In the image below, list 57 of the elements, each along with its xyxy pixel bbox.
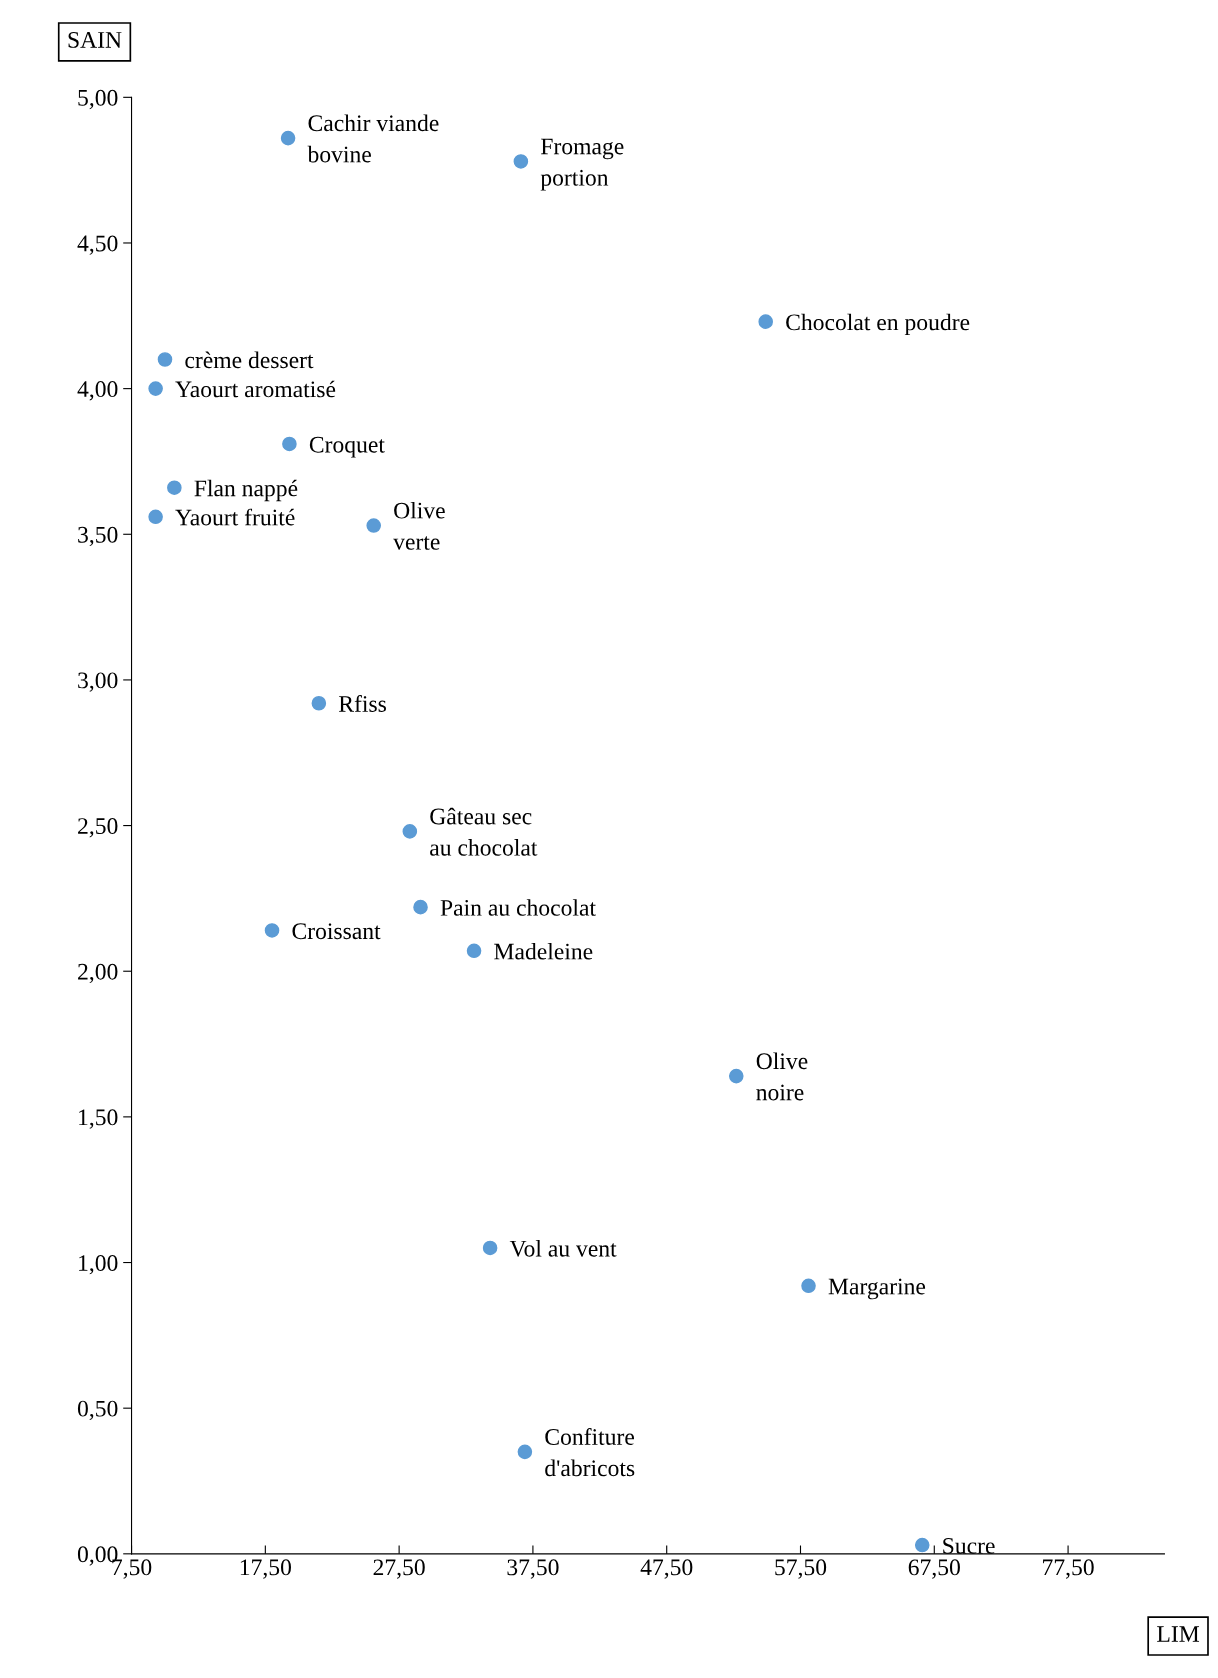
point <box>413 899 428 915</box>
point <box>311 695 327 711</box>
y-tick-label: 5,00 <box>78 89 118 110</box>
x-axis-title: LIM <box>1157 1626 1200 1642</box>
point <box>758 314 773 329</box>
annotation: Vol au vent <box>509 1240 617 1257</box>
annotation: Fromage portion <box>540 138 624 191</box>
annotation: Yaourt aromatisé <box>175 380 336 398</box>
annotation: Confiture d'abricots <box>545 1428 635 1477</box>
point <box>513 154 529 169</box>
point <box>148 509 163 525</box>
point <box>728 1068 744 1084</box>
annotation: Rfiss <box>338 695 386 712</box>
point <box>157 352 173 367</box>
annotation: crème dessert <box>185 351 314 369</box>
x-tick-label: 47,50 <box>640 1559 693 1579</box>
point <box>914 1537 930 1553</box>
annotation: Olive verte <box>393 501 445 550</box>
x-tick-label: 67,50 <box>908 1559 960 1579</box>
y-tick-label: 1,50 <box>79 1109 118 1129</box>
y-tick-label: 2,50 <box>78 818 118 838</box>
annotation: Olive noire <box>756 1052 808 1101</box>
y-tick-label: 3,00 <box>78 672 118 692</box>
point <box>801 1278 816 1294</box>
annotation: Gâteau sec au chocolat <box>430 807 538 856</box>
annotation: Croissant <box>292 923 381 940</box>
annotation: Madeleine <box>494 942 593 960</box>
annotation: Cachir viande bovine <box>307 114 439 163</box>
x-tick-label: 37,50 <box>507 1559 559 1579</box>
y-axis-title: SAIN <box>68 31 122 48</box>
point <box>280 130 296 146</box>
point <box>264 923 280 938</box>
point <box>466 943 482 959</box>
x-tick-label: 77,50 <box>1043 1559 1094 1579</box>
point <box>517 1444 533 1460</box>
y-tick-label: 1,00 <box>79 1255 118 1275</box>
x-tick-label: 57,50 <box>775 1559 827 1579</box>
point <box>482 1240 498 1256</box>
point <box>148 381 163 396</box>
y-tick-label: 4,50 <box>77 235 118 255</box>
y-tick-label: 2,00 <box>78 963 118 984</box>
annotation: Croquet <box>309 436 385 458</box>
x-tick-label: 17,50 <box>240 1559 291 1579</box>
point <box>402 824 418 839</box>
annotation: Margarine <box>828 1278 926 1300</box>
annotation: Sucre <box>943 1537 995 1554</box>
y-tick-label: 4,00 <box>77 381 118 401</box>
point <box>167 480 182 495</box>
x-tick-label: 27,50 <box>373 1559 425 1579</box>
y-tick-label: 3,50 <box>78 526 118 547</box>
annotation: Yaourt fruité <box>175 508 295 526</box>
y-tick-label: 0,50 <box>77 1400 118 1420</box>
annotation: Flan nappé <box>194 479 298 502</box>
point <box>282 436 297 452</box>
annotation: Chocolat en poudre <box>786 313 970 336</box>
annotation: Pain au chocolat <box>440 899 596 916</box>
point <box>366 518 381 533</box>
